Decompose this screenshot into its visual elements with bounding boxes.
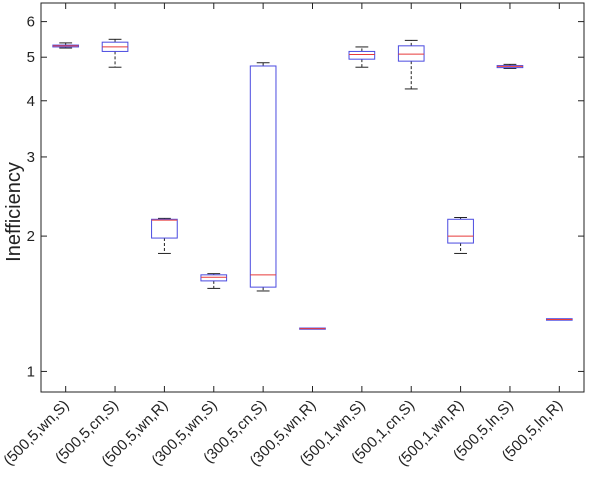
y-axis-label: Inefficiency [3,162,25,262]
y-tick-label: 5 [27,49,35,66]
y-tick-label: 1 [27,363,35,380]
plot-frame [40,2,585,393]
box [397,45,425,62]
box [447,218,474,244]
box [249,65,277,288]
y-tick-label: 6 [27,14,35,31]
box [151,218,178,239]
box [348,50,376,60]
box [200,274,228,282]
y-tick-label: 4 [27,93,35,110]
y-tick-label: 3 [27,149,35,166]
y-tick-label: 2 [27,228,35,245]
